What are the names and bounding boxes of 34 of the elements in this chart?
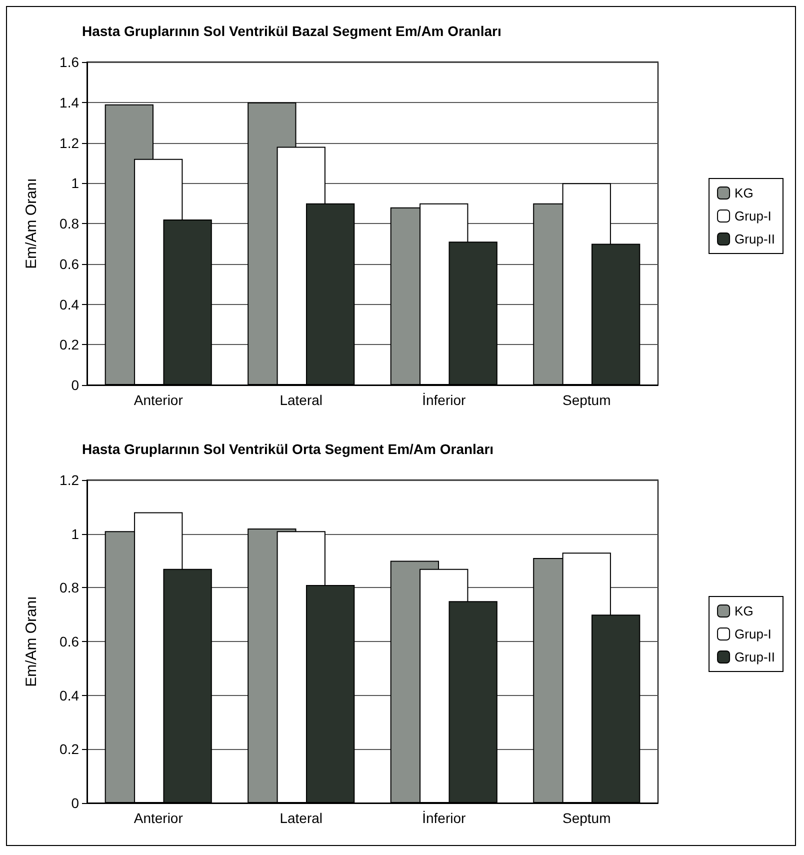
y-tick-label: 0.4 [60, 296, 80, 312]
legend-label: Grup-I [734, 208, 772, 224]
legend-label: Grup-II [734, 232, 776, 246]
x-tick-label: Lateral [280, 392, 323, 408]
x-tick-label: Lateral [280, 810, 323, 826]
legend-label: KG [734, 604, 754, 618]
y-tick-label: 1 [71, 526, 80, 542]
y-tick-label: 0 [71, 795, 80, 811]
x-tick-label: Septum [562, 810, 611, 826]
legend-label: KG [734, 186, 754, 200]
legend-label: Grup-II [734, 650, 776, 664]
y-tick-label: 1.4 [60, 94, 80, 110]
y-tick-label: 0.6 [60, 634, 80, 650]
chart-title: Hasta Gruplarının Sol Ventrikül Orta Segment Em/Am Oranları [82, 441, 494, 457]
x-tick-label: Anterior [134, 392, 184, 408]
x-tick-label: Septum [562, 392, 611, 408]
y-tick-label: 1.2 [60, 134, 80, 151]
y-axis-title: Em/Am Oranı [23, 178, 40, 269]
y-tick-label: 1.6 [60, 54, 80, 70]
y-tick-label: 0.2 [60, 336, 80, 353]
y-tick-label: 0.6 [60, 256, 80, 272]
y-tick-label: 0.8 [60, 216, 80, 232]
y-tick-label: 0.4 [60, 687, 80, 704]
x-tick-label: Anterior [134, 810, 184, 826]
legend-label: Grup-I [734, 626, 772, 642]
y-tick-label: 0.8 [60, 580, 80, 596]
y-tick-label: 0 [71, 377, 80, 393]
x-tick-label: İnferior [422, 392, 466, 408]
y-tick-label: 0.2 [60, 741, 80, 758]
chart-title: Hasta Gruplarının Sol Ventrikül Bazal Segment Em/Am Oranları [82, 23, 502, 39]
y-tick-label: 1.2 [60, 472, 80, 488]
x-tick-label: İnferior [422, 810, 466, 826]
y-axis-title: Em/Am Oranı [23, 596, 40, 687]
y-tick-label: 1 [71, 175, 80, 192]
